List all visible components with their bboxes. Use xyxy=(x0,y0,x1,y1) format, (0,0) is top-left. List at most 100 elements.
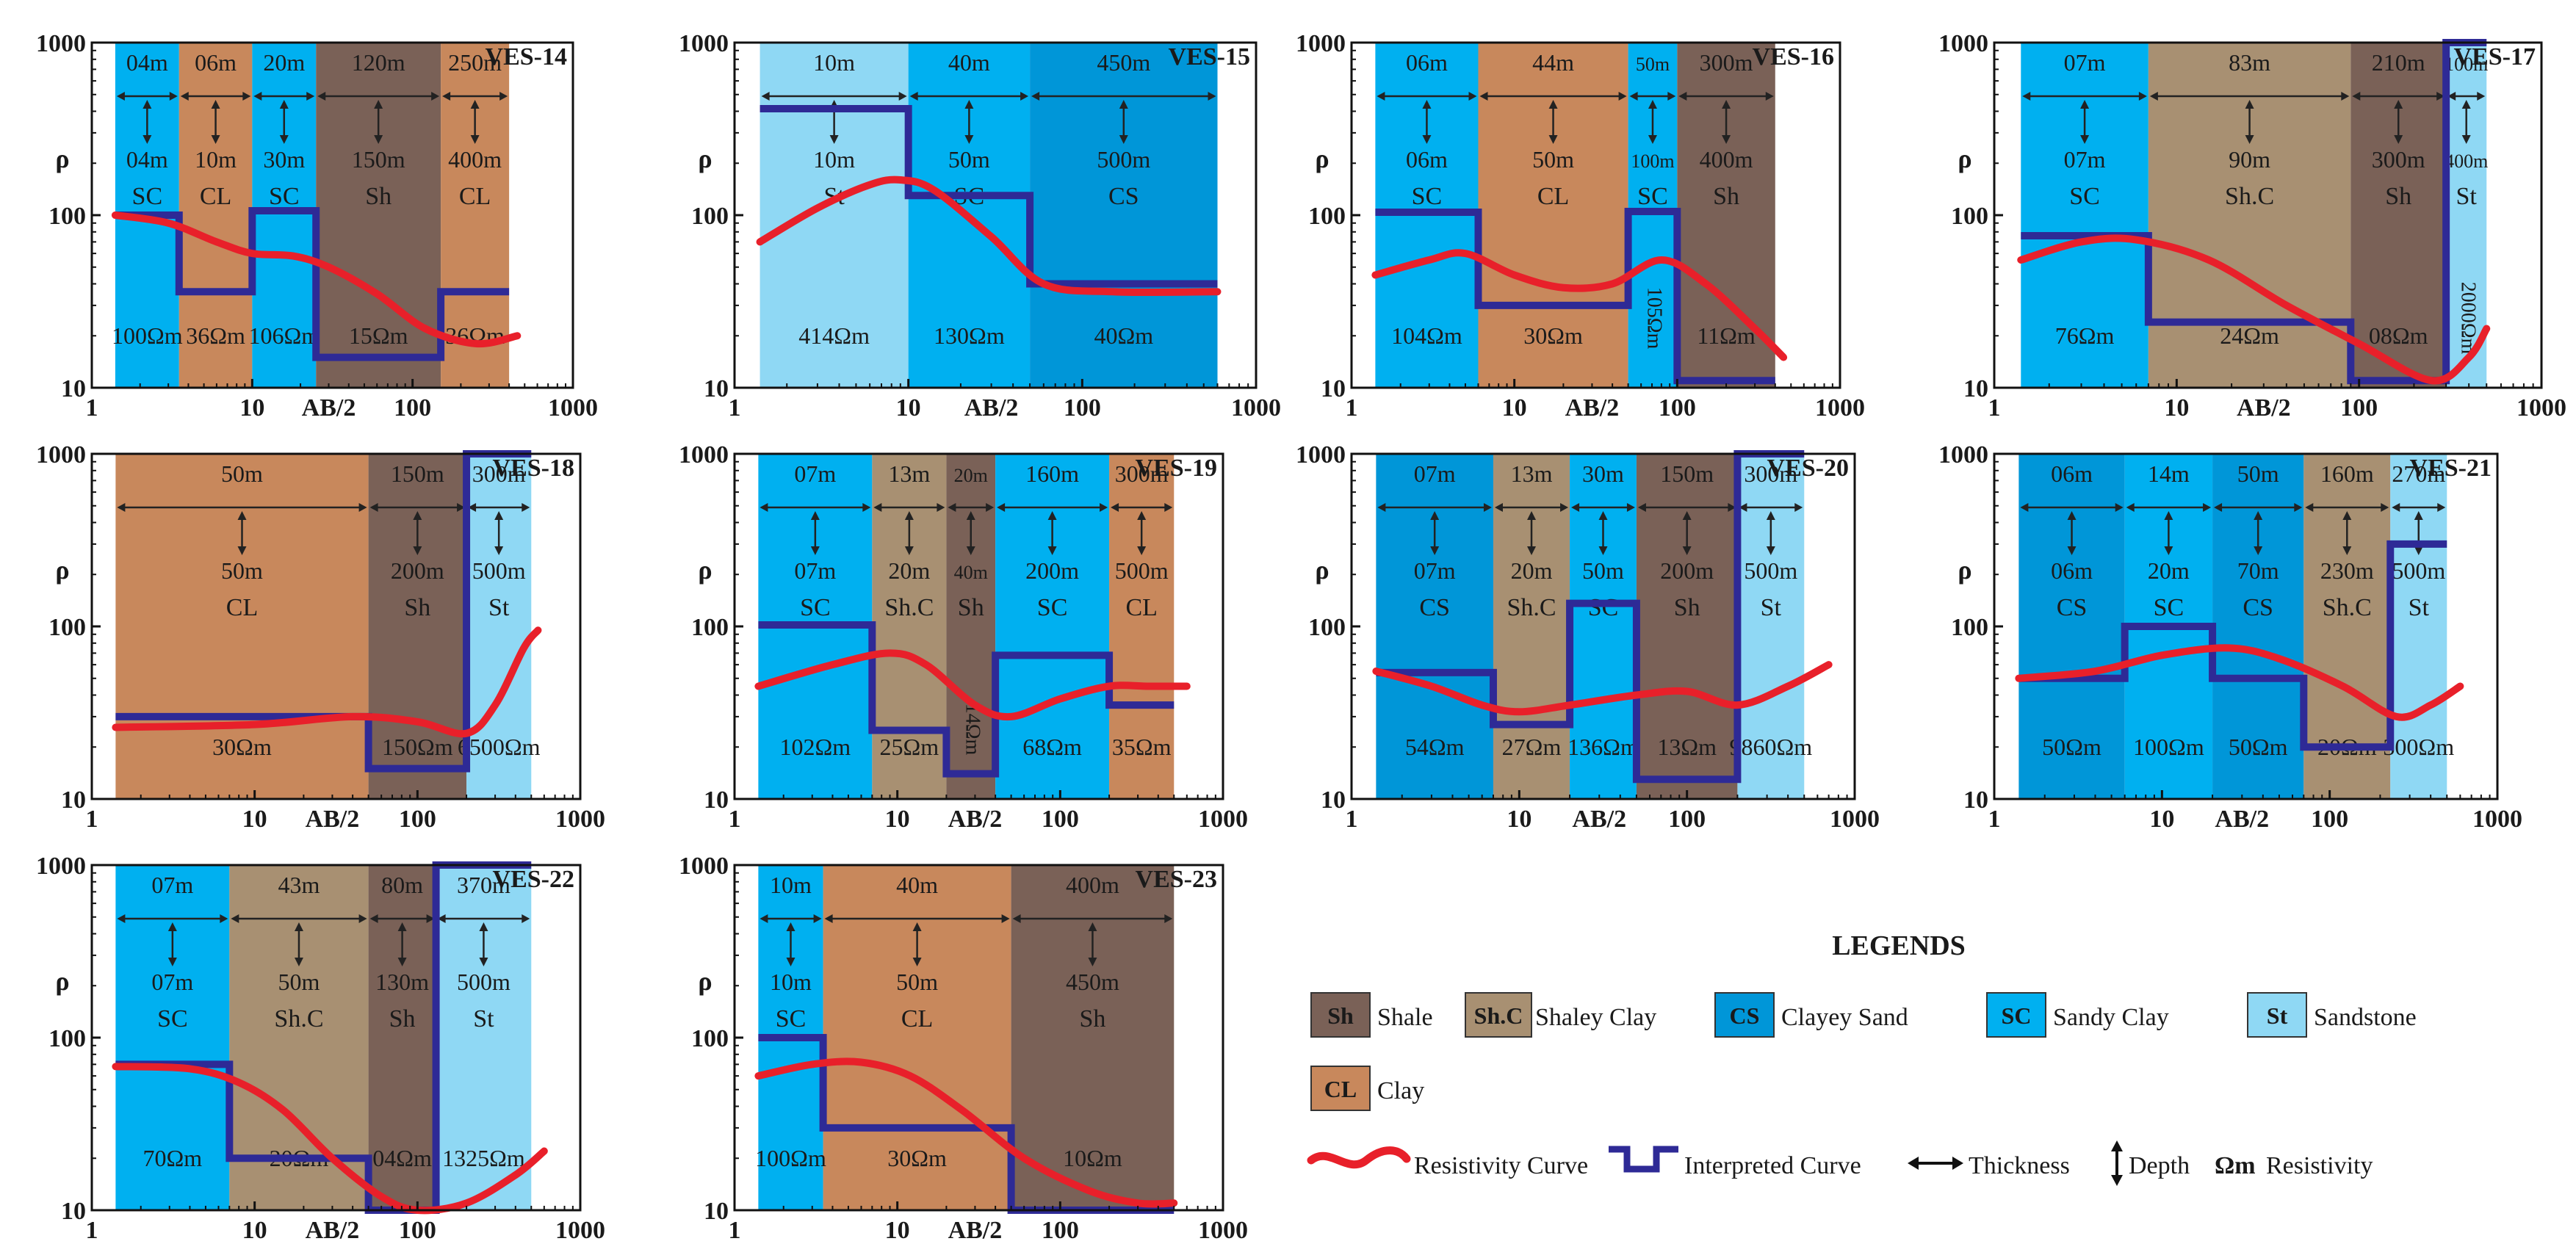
layer-depth-label-1: 10m xyxy=(770,969,812,995)
layer-resistivity-label-3: 08Ωm xyxy=(2369,322,2428,349)
x-axis-label: AB/2 xyxy=(948,1217,1003,1244)
layer-depth-label-3: 40m xyxy=(954,562,988,583)
layer-thickness-label-3: 210m xyxy=(2372,49,2425,76)
legend-code-shaley-clay: Sh.C xyxy=(1474,1002,1523,1029)
thickness-arrowhead-left-3 xyxy=(948,503,956,512)
layer-depth-label-1: 07m xyxy=(151,969,193,995)
y-tick-label-3: 1000 xyxy=(679,30,729,57)
legend-label-sandstone: Sandstone xyxy=(2314,1004,2417,1031)
thickness-arrowhead-right-3 xyxy=(1164,914,1173,923)
legend-swatch-shaley-clay xyxy=(1465,992,1532,1038)
layer-type-label-1: SC xyxy=(132,183,163,210)
thickness-arrowhead-right-2 xyxy=(2341,92,2350,101)
depth-arrowhead-down-2 xyxy=(1548,135,1558,144)
y-axis-label: ρ xyxy=(698,966,712,996)
x-axis-label: AB/2 xyxy=(964,394,1019,422)
thickness-arrowhead-right-2 xyxy=(457,503,466,512)
layer-resistivity-label-2: 24Ωm xyxy=(2220,322,2279,349)
legend-unit-ohm-m: Ωm xyxy=(2215,1152,2256,1179)
interpreted-curve xyxy=(2021,39,2487,385)
x-tick-label-2: 10 xyxy=(1502,394,1527,422)
x-tick-label-3: 100 xyxy=(1042,1217,1079,1244)
y-tick-label-3: 1000 xyxy=(1296,30,1346,57)
y-tick-label-2: 100 xyxy=(48,1025,86,1052)
layer-thickness-label-2: 06m xyxy=(195,49,237,76)
interpreted-curve xyxy=(1376,450,1805,784)
depth-arrowhead-up-2 xyxy=(1548,100,1558,109)
depth-arrowhead-down-4 xyxy=(479,958,488,966)
thickness-arrowhead-left-4 xyxy=(2447,92,2456,101)
depth-arrowhead-up-2 xyxy=(964,100,974,109)
depth-arrowhead-up-5 xyxy=(2414,511,2423,520)
depth-arrowhead-up-1 xyxy=(167,922,177,931)
layer-depth-label-1: 07m xyxy=(1414,557,1456,584)
layer-depth-label-3: 500m xyxy=(472,557,526,584)
layer-depth-label-2: 50m xyxy=(896,969,938,995)
legend-item-interpreted-curve: Interpreted Curve xyxy=(1609,1146,1861,1179)
thickness-arrowhead-right-4 xyxy=(1100,503,1108,512)
y-tick-label-1: 10 xyxy=(61,1198,86,1225)
thickness-arrowhead-right-5 xyxy=(1794,503,1803,512)
x-tick-label-4: 1000 xyxy=(1830,806,1880,833)
layer-thickness-label-3: 300m xyxy=(472,460,526,487)
thickness-arrowhead-right-3 xyxy=(2436,92,2445,101)
layer-thickness-label-3: 450m xyxy=(1097,49,1150,76)
y-tick-label-2: 100 xyxy=(1308,203,1346,230)
layer-resistivity-label-5: 9860Ωm xyxy=(1729,734,1812,760)
thickness-arrowhead-right-2 xyxy=(242,92,251,101)
x-tick-label-2: 10 xyxy=(239,394,264,422)
layer-type-label-3: St xyxy=(488,594,510,621)
thickness-arrowhead-right-5 xyxy=(1164,503,1173,512)
thickness-arrowhead-left-1 xyxy=(116,92,125,101)
layer-thickness-label-4: 150m xyxy=(1660,460,1714,487)
layer-depth-label-4: 400m xyxy=(2445,151,2488,172)
layer-resistivity-label-2: 30Ωm xyxy=(1523,322,1583,349)
layer-type-label-4: St xyxy=(473,1005,494,1032)
thickness-arrowhead-left-3 xyxy=(1571,503,1580,512)
chart-ves-17: 07m 07m SC 76Ωm 83m 90m Sh.C 24Ωm 210m 300m Sh 08Ωm… xyxy=(1938,30,2566,422)
legend-item-resistivity: Ωm Resistivity xyxy=(2215,1152,2373,1179)
depth-arrowhead-up-3 xyxy=(397,922,407,931)
layer-thickness-label-3: 50m xyxy=(1636,54,1670,75)
depth-arrowhead-up-1 xyxy=(1430,511,1440,520)
depth-arrowhead-down-3 xyxy=(494,546,504,555)
depth-arrowhead-up-3 xyxy=(2394,100,2403,109)
thickness-arrowhead-right-4 xyxy=(2477,92,2486,101)
x-tick-label-2: 10 xyxy=(242,1217,267,1244)
chart-title: VES-15 xyxy=(1169,43,1250,70)
legend-label-shaley-clay: Shaley Clay xyxy=(1535,1004,1656,1031)
depth-arrowhead-down-3 xyxy=(2254,546,2263,555)
layer-type-label-3: Sh xyxy=(958,594,984,621)
y-tick-label-2: 100 xyxy=(48,203,86,230)
thickness-arrowhead-left-2 xyxy=(1479,92,1488,101)
thickness-arrowhead-left-2 xyxy=(231,914,239,923)
interpreted-curve-symbol xyxy=(1609,1146,1678,1173)
chart-title: VES-21 xyxy=(2410,455,2492,482)
thickness-arrowhead-left-1 xyxy=(1377,92,1385,101)
interpreted-curve xyxy=(1375,208,1775,385)
y-tick-label-2: 100 xyxy=(1308,614,1346,641)
y-axis-label: ρ xyxy=(698,555,712,585)
y-tick-label-1: 10 xyxy=(61,786,86,814)
depth-arrowhead-down-1 xyxy=(786,958,795,966)
legend-item-clayey-sand: CS Clayey Sand xyxy=(1714,992,1908,1038)
layer-resistivity-label-5: 300Ωm xyxy=(2383,734,2454,760)
layer-thickness-label-2: 13m xyxy=(1511,460,1553,487)
depth-arrowhead-down-1 xyxy=(810,546,820,555)
legend-label-depth: Depth xyxy=(2129,1152,2190,1179)
layer-resistivity-label-1: 102Ωm xyxy=(780,734,851,760)
depth-arrowhead-up-3 xyxy=(1088,922,1097,931)
depth-arrowhead-down-1 xyxy=(167,958,177,966)
layer-depth-label-3: 100m xyxy=(1631,151,1674,172)
chart-ves-20: 07m 07m CS 54Ωm 13m 20m Sh.C 27Ωm 30m 50m SC 136Ωm 1… xyxy=(1296,441,1880,833)
layer-depth-label-5: 500m xyxy=(2392,557,2445,584)
legend-title: LEGENDS xyxy=(1832,930,1966,961)
y-tick-label-3: 1000 xyxy=(1938,441,1988,469)
layer-thickness-label-1: 06m xyxy=(1406,49,1448,76)
thickness-arrowhead-right-1 xyxy=(169,92,178,101)
layer-type-label-2: CL xyxy=(200,183,231,210)
x-tick-label-3: 100 xyxy=(2311,806,2348,833)
legend-label-thickness: Thickness xyxy=(1969,1152,2070,1179)
depth-arrowhead-up-5 xyxy=(1766,511,1775,520)
layer-depth-label-4: 230m xyxy=(2320,557,2374,584)
